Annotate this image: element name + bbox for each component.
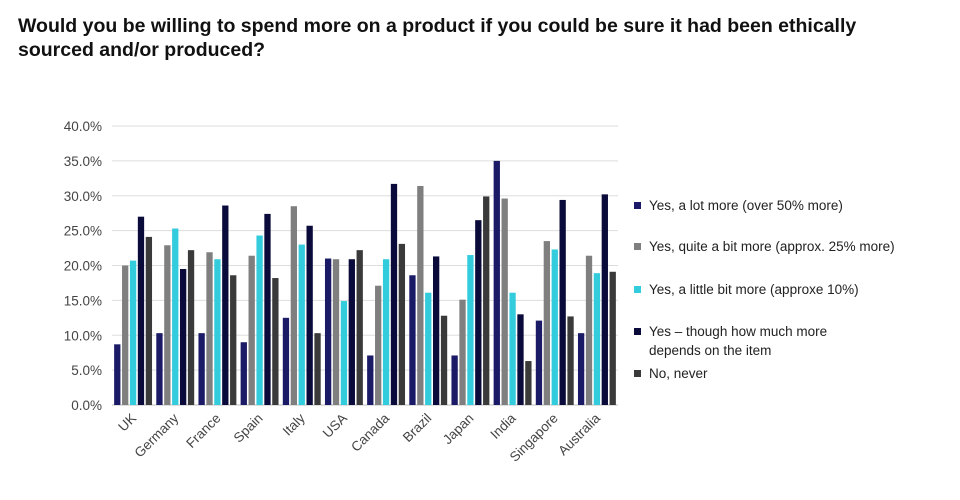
bar [222,205,229,405]
bar [198,333,205,405]
bar [493,160,500,405]
x-tick-label: Brazil [400,411,434,445]
bar [156,333,163,405]
bar [375,285,382,405]
bar [475,220,482,405]
legend-label-3: Yes, a little bit more (approxe 10%) [649,282,859,297]
x-tick-label: Italy [280,410,308,438]
bar [551,249,558,405]
legend-item-2: Yes, quite a bit more (approx. 25% more) [634,237,914,256]
y-tick-label: 25.0% [64,224,102,239]
bar [256,235,263,405]
chart-title: Would you be willing to spend more on a … [18,15,857,61]
legend-item-5: No, never [634,364,708,383]
bar [543,241,550,405]
legend-swatch-4 [634,328,641,335]
legend-label-1: Yes, a lot more (over 50% more) [649,198,843,213]
bar [314,333,321,405]
bar [324,258,332,405]
bar [593,273,601,405]
bar [282,317,290,405]
y-tick-label: 30.0% [64,189,102,204]
bar [240,342,247,405]
legend-item-4: Yes – though how much more depends on th… [634,322,869,360]
bar [417,185,424,405]
bar [567,316,574,405]
bar [340,301,348,405]
bar [525,361,532,405]
bar [230,275,237,405]
y-tick-label: 15.0% [64,293,102,308]
x-tick-label: Australia [555,410,603,458]
bar [382,259,390,405]
x-tick-label: UK [115,411,139,435]
bar [356,250,363,405]
bar [272,278,279,405]
legend-swatch-3 [634,286,641,293]
bar [425,292,432,405]
bar [585,255,593,405]
bar [390,183,398,405]
bar [114,344,121,405]
bar [180,268,187,405]
x-tick-label: USA [320,411,350,441]
y-tick-label: 5.0% [71,363,102,378]
legend-swatch-1 [634,202,641,209]
bar [137,216,145,405]
y-tick-label: 35.0% [64,154,102,169]
bar [332,259,340,405]
bar [509,292,516,405]
bar [206,252,213,405]
bar [187,250,195,405]
y-tick-label: 0.0% [71,398,102,413]
bar [122,265,129,405]
legend-swatch-5 [634,370,641,377]
bar [483,196,490,405]
bar [609,271,616,405]
y-tick-label: 20.0% [64,259,102,274]
bar [517,314,524,405]
bar [264,213,271,405]
x-tick-label: Spain [231,411,266,446]
bar [290,206,297,405]
legend-label-5: No, never [649,366,708,381]
bar [409,275,416,405]
x-tick-label: Canada [348,410,392,454]
y-tick-label: 10.0% [64,328,102,343]
legend-label-4: Yes – though how much more depends on th… [649,324,828,358]
bar [214,259,221,405]
bar [398,243,406,405]
x-tick-label: France [183,411,223,451]
legend-item-1: Yes, a lot more (over 50% more) [634,196,843,215]
y-tick-label: 40.0% [64,119,102,134]
x-tick-label: India [487,410,519,442]
bar [306,225,313,405]
bar [451,355,458,405]
bar [601,194,608,405]
bar [248,255,255,405]
legend-label-2: Yes, quite a bit more (approx. 25% more) [649,239,895,254]
bar [172,228,179,405]
bar [129,260,137,405]
bar [577,333,585,405]
bar [559,199,566,405]
bar [145,236,153,405]
bar [367,355,374,405]
legend-item-3: Yes, a little bit more (approxe 10%) [634,280,859,299]
bar [433,256,440,405]
bar [535,320,543,405]
bar [467,255,474,405]
bar [298,244,305,405]
legend-swatch-2 [634,243,641,250]
x-tick-label: Germany [131,410,181,460]
bar [164,245,171,405]
bar [348,259,355,405]
bar [440,315,448,405]
x-tick-label: Japan [440,411,477,448]
bar [459,299,466,405]
bar [501,198,508,405]
